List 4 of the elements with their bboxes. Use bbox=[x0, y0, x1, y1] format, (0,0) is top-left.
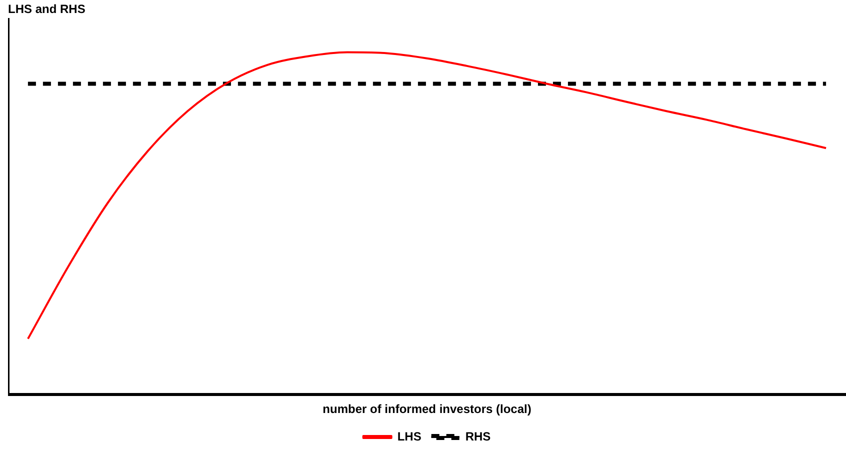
y-axis-title: LHS and RHS bbox=[8, 2, 86, 18]
x-axis-title: number of informed investors (local) bbox=[322, 402, 532, 416]
legend-label: LHS bbox=[397, 429, 422, 444]
legend-label: RHS bbox=[465, 429, 491, 444]
